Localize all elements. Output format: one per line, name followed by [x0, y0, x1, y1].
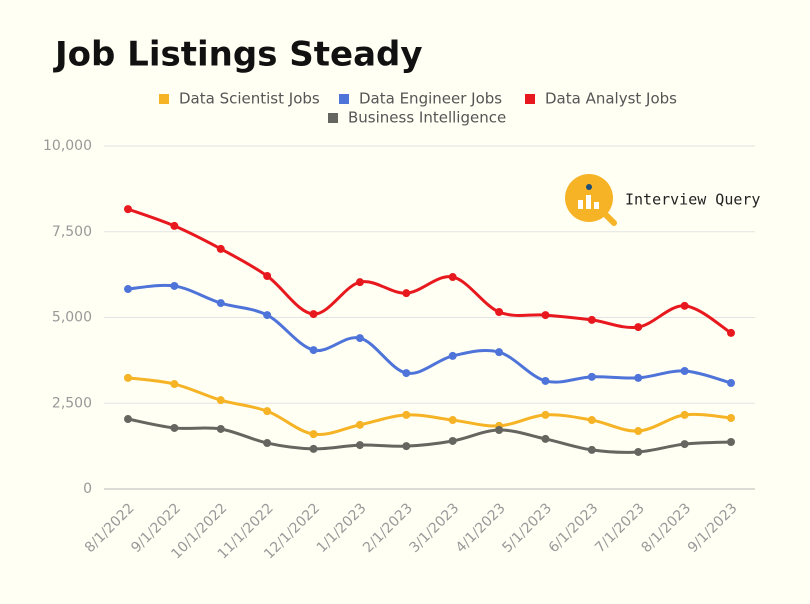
- legend-swatch: [339, 94, 349, 104]
- x-tick-label: 9/1/2023: [685, 500, 741, 556]
- point: [680, 440, 689, 449]
- point: [680, 301, 689, 310]
- point: [355, 420, 364, 429]
- point: [124, 415, 132, 424]
- point: [448, 351, 457, 360]
- point: [309, 430, 318, 439]
- logo-bar: [578, 200, 583, 209]
- point: [495, 348, 504, 357]
- x-tick-label: 2/1/2023: [360, 500, 416, 556]
- legend-swatch: [159, 94, 169, 104]
- point: [402, 410, 411, 419]
- x-tick-label: 1/1/2023: [314, 500, 370, 556]
- chart-title: Job Listings Steady: [53, 35, 423, 75]
- logo: Interview Query: [565, 174, 760, 226]
- point: [634, 447, 643, 456]
- point: [634, 373, 643, 382]
- point: [355, 278, 364, 287]
- logo-dot: [586, 184, 592, 190]
- legend-label: Business Intelligence: [348, 109, 506, 127]
- point: [263, 439, 272, 448]
- point: [541, 434, 550, 443]
- legend-label: Data Engineer Jobs: [359, 90, 502, 108]
- series-line: [127, 417, 732, 454]
- logo-handle: [600, 209, 617, 226]
- point: [634, 427, 643, 436]
- point: [448, 416, 457, 425]
- x-tick-label: 6/1/2023: [546, 500, 602, 556]
- point: [402, 289, 411, 298]
- point: [170, 281, 179, 290]
- point: [309, 310, 318, 319]
- x-tick-label: 3/1/2023: [407, 500, 463, 556]
- point: [216, 244, 225, 253]
- point: [587, 416, 596, 425]
- point: [355, 441, 364, 450]
- point: [170, 221, 179, 230]
- point: [495, 426, 504, 435]
- point: [495, 308, 504, 317]
- legend-swatch: [525, 94, 535, 104]
- legend-label: Data Analyst Jobs: [545, 90, 677, 108]
- point: [680, 410, 689, 419]
- point: [541, 410, 550, 419]
- point: [216, 424, 225, 433]
- point: [216, 396, 225, 405]
- point: [124, 373, 132, 382]
- point: [587, 315, 596, 324]
- point: [587, 445, 596, 454]
- logo-text: Interview Query: [625, 191, 760, 209]
- x-tick-label: 7/1/2023: [592, 500, 648, 556]
- point: [402, 442, 411, 451]
- point: [402, 369, 411, 378]
- point: [680, 367, 689, 376]
- point: [541, 376, 550, 385]
- point: [727, 379, 735, 388]
- point: [170, 423, 179, 432]
- y-tick-label: 5,000: [52, 310, 92, 326]
- point: [309, 444, 318, 453]
- point: [727, 328, 735, 337]
- point: [634, 323, 643, 332]
- point: [448, 273, 457, 282]
- logo-bar: [594, 202, 599, 209]
- y-tick-label: 7,500: [52, 224, 92, 240]
- legend-swatch: [328, 113, 338, 123]
- x-tick-label: 8/1/2022: [82, 500, 138, 556]
- logo-bar: [586, 195, 591, 209]
- point: [216, 299, 225, 308]
- point: [448, 436, 457, 445]
- point: [355, 334, 364, 343]
- legend-label: Data Scientist Jobs: [179, 90, 320, 108]
- point: [263, 311, 272, 320]
- point: [587, 372, 596, 381]
- x-tick-label: 8/1/2023: [638, 500, 694, 556]
- x-tick-label: 5/1/2023: [499, 500, 555, 556]
- point: [124, 285, 132, 294]
- series-line: [127, 207, 732, 335]
- x-tick-label: 4/1/2023: [453, 500, 509, 556]
- point: [263, 407, 272, 416]
- y-tick-label: 2,500: [52, 395, 92, 411]
- point: [124, 205, 132, 214]
- point: [727, 438, 735, 447]
- y-tick-label: 0: [83, 481, 92, 497]
- point: [170, 380, 179, 389]
- y-tick-label: 10,000: [43, 138, 92, 154]
- point: [309, 346, 318, 355]
- point: [727, 413, 735, 422]
- point: [263, 271, 272, 280]
- point: [541, 311, 550, 320]
